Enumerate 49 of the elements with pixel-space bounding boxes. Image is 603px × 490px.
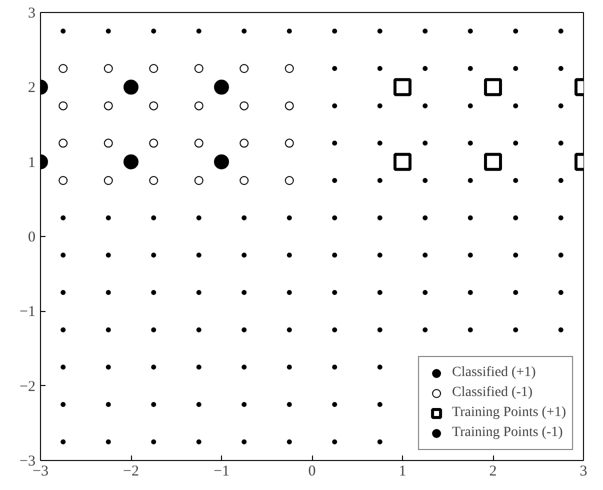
point: [149, 64, 158, 73]
legend-label: Classified (+1): [452, 365, 536, 381]
y-tick-label: 0: [28, 230, 36, 246]
point: [104, 138, 113, 148]
x-tick-label: 3: [580, 464, 588, 480]
point: [284, 101, 294, 110]
y-tick-label: 3: [28, 6, 36, 22]
point: [214, 154, 229, 170]
point: [149, 176, 158, 185]
legend-label: Classified (-1): [452, 385, 533, 401]
point: [58, 138, 68, 148]
point: [194, 64, 204, 73]
point: [124, 154, 138, 170]
point: [124, 80, 138, 95]
y-tick-label: 1: [28, 154, 36, 171]
y-tick-label: −2: [20, 378, 36, 395]
x-tick-label: 2: [489, 464, 497, 480]
point: [284, 64, 294, 73]
y-tick-label: −3: [20, 454, 36, 470]
point: [394, 78, 412, 96]
y-tick-label: 2: [28, 80, 36, 96]
point: [104, 64, 113, 73]
legend-label: Training Points (-1): [452, 425, 563, 441]
point: [394, 152, 412, 171]
point: [104, 176, 113, 185]
y-tick-label: −1: [20, 304, 36, 320]
x-tick-label: −2: [123, 464, 139, 480]
point: [104, 101, 113, 110]
x-tick-label: −1: [214, 464, 230, 480]
point: [240, 138, 249, 148]
point: [58, 101, 68, 110]
point: [149, 138, 158, 148]
point: [484, 152, 502, 171]
point: [240, 101, 249, 110]
point: [194, 176, 204, 185]
point: [240, 176, 249, 185]
point: [214, 80, 229, 95]
point: [194, 138, 204, 148]
point: [149, 101, 158, 110]
point: [284, 138, 294, 148]
legend-label: Training Points (+1): [452, 405, 566, 421]
x-tick-label: 1: [398, 464, 406, 480]
point: [194, 101, 204, 110]
point: [58, 176, 68, 185]
point: [284, 176, 294, 185]
point: [484, 78, 502, 96]
point: [58, 64, 68, 73]
x-tick-label: 0: [308, 464, 316, 480]
point: [240, 64, 249, 73]
